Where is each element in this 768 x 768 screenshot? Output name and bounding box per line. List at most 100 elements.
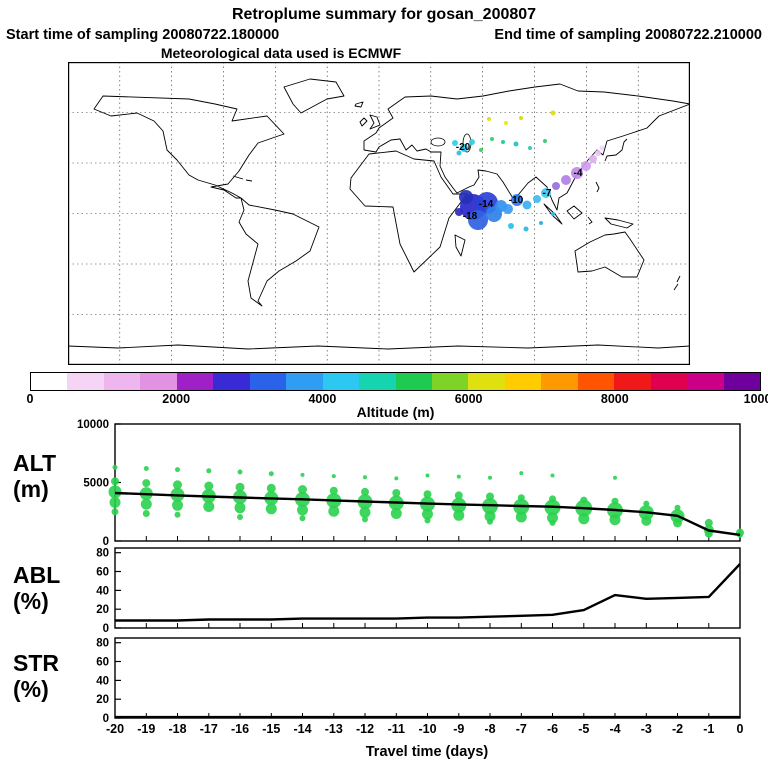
colorbar-segment [322,373,360,390]
plume-day-label: -20 [456,142,471,153]
plume-dot [551,212,555,216]
colorbar-segment [541,373,578,390]
alt-bubble [362,516,368,523]
plume-dot [541,188,551,198]
colorbar-segment [431,373,469,390]
plume-dot [543,139,547,143]
alt-line [114,491,741,537]
x-tick-label: -12 [356,722,374,736]
plume-dot [452,140,458,146]
panel-alt: 0 5000 10000 [77,419,744,548]
panel-abl: 0 20 40 60 80 [96,547,741,635]
x-tick-label: -10 [418,722,436,736]
plume-day-label: -7 [543,188,552,199]
str-panel-label: STR (%) [13,650,59,702]
colorbar-segment [614,373,651,390]
x-tick-label: 0 [737,722,744,736]
plume-dot [504,121,508,125]
colorbar-segment [176,373,214,390]
plume-day-label: -18 [463,211,478,222]
plume-layer: -20 -18-14 -10 -7 -4 [452,110,605,232]
colorbar-tick-label: 0 [26,392,34,406]
x-tick-label: -2 [672,722,683,736]
x-tick-label: -5 [578,722,589,736]
alt-bubble [234,502,246,514]
alt-bubble [674,504,681,511]
x-tick-label: -1 [703,722,714,736]
alt-bubble [425,473,430,478]
plume-dot [479,148,483,152]
plume-dot [460,144,468,152]
y-tick-label: 60 [96,657,109,669]
colorbar-tick-label: 4000 [308,392,337,406]
alt-bubble [359,506,371,518]
alt-bubble [453,509,465,521]
y-tick-label: 60 [96,567,109,579]
x-tick-label: -11 [388,722,405,736]
met-data-label: Meteorological data used is ECMWF [160,45,402,61]
map-grid [68,62,690,365]
plume-day-label: -14 [479,199,494,210]
plume-dot [501,140,505,144]
plume-dot [511,194,523,206]
y-tick-label: 5000 [83,478,109,490]
colorbar-segment [650,373,688,390]
alt-bubble [300,472,305,477]
alt-bubble [237,514,243,520]
alt-bubble [174,511,181,518]
x-tick-label: -19 [137,722,155,736]
alt-bubble [737,531,743,538]
colorbar-segment [103,373,141,390]
alt-bubble [641,515,652,526]
plume-dot [599,145,605,151]
alt-bubble [204,481,214,491]
alt-bubble [111,477,119,486]
alt-bubble [143,466,149,471]
alt-bubble [361,487,369,496]
alt-bubble [392,489,401,497]
y-tick-label: 40 [96,585,109,597]
panel-frame [114,637,741,719]
x-tick-label: -15 [262,722,280,736]
colorbar-segment [213,373,250,390]
plume-dot [589,155,597,163]
colorbar-segment [31,373,68,390]
plume-dot [528,146,532,150]
alt-bubble [331,474,336,479]
plume-dot [455,208,463,216]
alt-bubble [112,464,118,470]
alt-bubble [613,475,617,480]
panel-str: 0 20 40 60 80 [96,637,741,725]
plume-dot [456,150,462,156]
x-tick-label: -7 [516,722,527,736]
alt-bubble [422,508,433,520]
alt-bubble [299,515,306,522]
plume-dot [595,150,601,156]
alt-bubble [456,474,461,479]
altitude-colorbar [30,372,761,391]
alt-bubble [237,469,243,475]
y-tick-label: 80 [96,548,109,560]
plume-dot [533,195,541,203]
x-tick-label: -8 [484,722,495,736]
x-axis-title: Travel time (days) [366,744,489,760]
colorbar-segment [687,373,724,390]
alt-bubble [390,508,402,519]
plume-dot [490,137,494,141]
end-time-label: End time of sampling 20080722.210000 [494,27,762,43]
y-tick-label: 80 [96,638,109,650]
y-tick-label: 0 [103,623,109,635]
alt-bubble [547,512,558,524]
x-tick-label: -16 [231,722,249,736]
start-time-label: Start time of sampling 20080722.180000 [6,27,280,43]
map-border [68,62,690,365]
plume-dot [468,210,488,230]
alt-bubble [550,473,555,478]
colorbar-segment [286,373,323,390]
plume-dot [522,200,532,210]
plume-dot [571,167,583,179]
alt-bubble [268,471,274,477]
alt-bubble [235,482,245,492]
colorbar-tick-label: 2000 [162,392,191,406]
alt-bubble [424,517,431,524]
